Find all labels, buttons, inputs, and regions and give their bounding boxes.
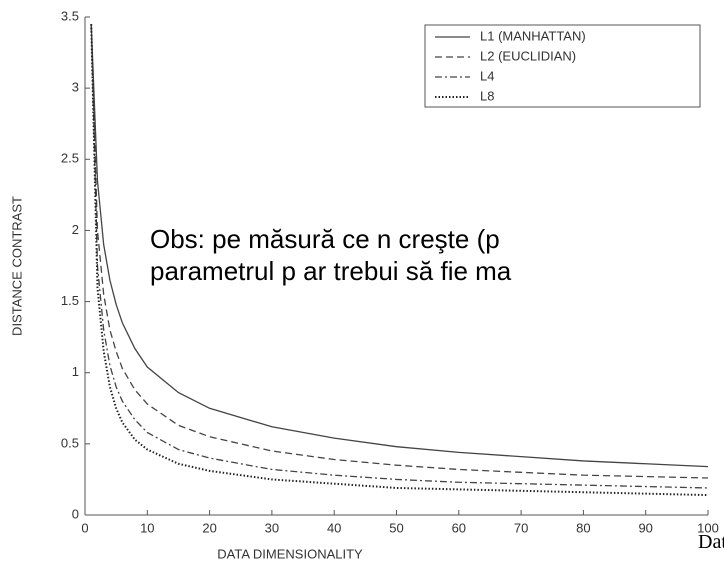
line-series: [90, 24, 709, 479]
x-tick-label: 70: [514, 520, 528, 535]
annotation: parametrul p ar trebui să fie ma: [150, 256, 512, 286]
y-tick-label: 2: [72, 222, 79, 237]
x-tick-label: 80: [576, 520, 590, 535]
x-tick-label: 50: [389, 520, 403, 535]
line-series: [90, 24, 709, 468]
x-tick-label: 90: [638, 520, 652, 535]
x-tick-label: 20: [202, 520, 216, 535]
y-axis-label: DISTANCE CONTRAST: [9, 196, 24, 336]
line-series: [90, 24, 709, 489]
legend-label: L4: [480, 68, 494, 83]
x-tick-label: 100: [697, 520, 719, 535]
y-tick-label: 1: [72, 364, 79, 379]
y-tick-label: 3.5: [61, 8, 79, 23]
x-tick-label: 40: [327, 520, 341, 535]
x-tick-label: 10: [140, 520, 154, 535]
annotation: Dat: [698, 531, 724, 553]
line-series: [90, 24, 709, 497]
y-tick-label: 1.5: [61, 293, 79, 308]
x-tick-label: 0: [81, 520, 88, 535]
legend-label: L8: [480, 88, 494, 103]
y-tick-label: 2.5: [61, 151, 79, 166]
x-tick-label: 60: [452, 520, 466, 535]
x-axis-label: DATA DIMENSIONALITY: [217, 546, 363, 561]
annotation: Obs: pe măsură ce n creşte (p: [150, 224, 500, 254]
legend-label: L1 (MANHATTAN): [480, 28, 586, 43]
x-tick-label: 30: [265, 520, 279, 535]
legend-box: [424, 24, 701, 108]
y-tick-label: 0.5: [61, 435, 79, 450]
legend-label: L2 (EUCLIDIAN): [480, 48, 576, 63]
y-tick-label: 3: [72, 80, 79, 95]
y-tick-label: 0: [72, 506, 79, 521]
